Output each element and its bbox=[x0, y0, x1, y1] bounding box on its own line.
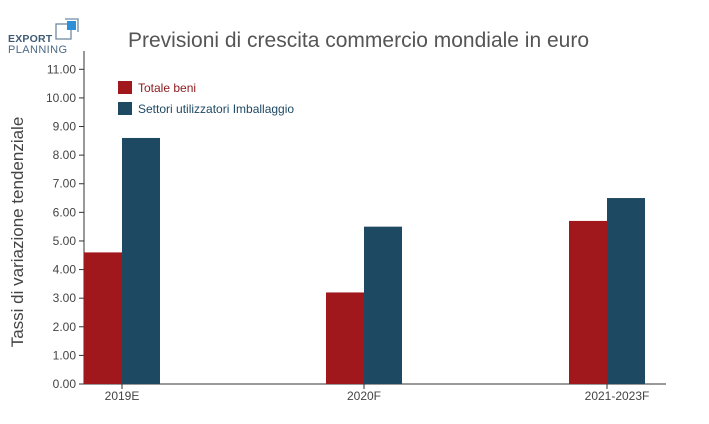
y-tick-label: 10.00 bbox=[46, 91, 76, 105]
y-tick-label: 4.00 bbox=[53, 263, 77, 277]
bar-totale-beni-0 bbox=[84, 252, 122, 384]
bar-totale-beni-2 bbox=[569, 220, 607, 384]
bar-settori-imballaggio-2 bbox=[607, 198, 645, 384]
bar-totale-beni-1 bbox=[326, 292, 364, 384]
logo: EXPORT PLANNING bbox=[6, 18, 84, 58]
logo-text-planning: PLANNING bbox=[8, 44, 68, 56]
y-tick-label: 7.00 bbox=[53, 177, 77, 191]
x-tick-label: 2020F bbox=[347, 389, 381, 403]
y-tick-label: 11.00 bbox=[47, 62, 76, 76]
y-tick-label: 2.00 bbox=[53, 320, 77, 334]
legend-swatch bbox=[118, 102, 132, 115]
x-tick-label: 2021-2023F bbox=[585, 389, 650, 403]
legend-label: Settori utilizzatori Imballaggio bbox=[138, 102, 294, 116]
y-tick-label: 1.00 bbox=[53, 348, 77, 362]
y-tick-label: 6.00 bbox=[53, 205, 77, 219]
y-axis-label: Tassi di variazione tendenziale bbox=[8, 117, 27, 348]
y-tick-label: 9.00 bbox=[53, 120, 77, 134]
x-tick-label: 2019E bbox=[105, 389, 140, 403]
y-tick-label: 5.00 bbox=[53, 234, 77, 248]
legend-label: Totale beni bbox=[138, 81, 196, 95]
y-tick-label: 0.00 bbox=[53, 377, 77, 391]
export-planning-logo-mark-icon bbox=[55, 18, 79, 40]
legend-swatch bbox=[118, 81, 132, 94]
chart-title: Previsioni di crescita commercio mondial… bbox=[128, 29, 590, 52]
logo-text-export: EXPORT bbox=[8, 33, 53, 45]
y-tick-label: 8.00 bbox=[53, 148, 77, 162]
bar-settori-imballaggio-0 bbox=[122, 137, 160, 384]
bar-settori-imballaggio-1 bbox=[364, 226, 402, 384]
y-tick-label: 3.00 bbox=[53, 291, 77, 305]
